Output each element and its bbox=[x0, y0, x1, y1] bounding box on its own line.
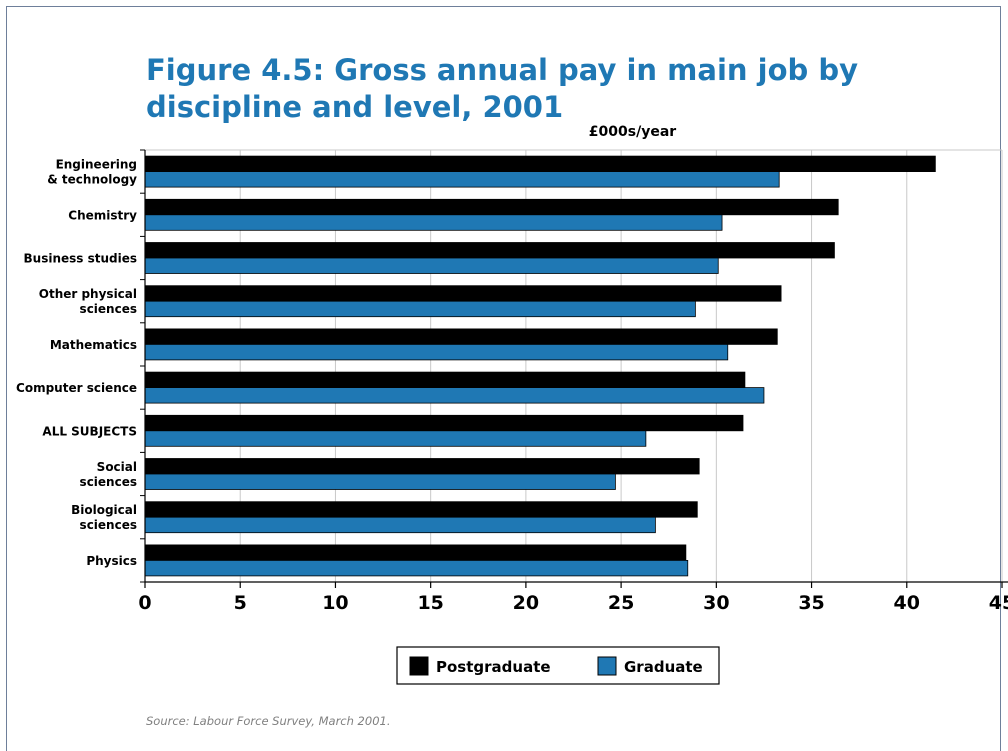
figure-frame bbox=[6, 6, 1001, 751]
bar-graduate-3 bbox=[144, 300, 696, 318]
bar-postgraduate-9 bbox=[144, 544, 687, 561]
bar-postgraduate-8 bbox=[144, 501, 698, 518]
bar-postgraduate-1 bbox=[144, 198, 839, 216]
bar-graduate-2 bbox=[144, 257, 719, 274]
category-label-9: Physics bbox=[86, 554, 137, 568]
x-tick-label-10: 10 bbox=[322, 592, 348, 614]
bar-graduate-1 bbox=[144, 214, 723, 231]
bar-graduate-7 bbox=[144, 473, 616, 490]
bar-graduate-6 bbox=[144, 430, 647, 447]
x-tick-label-5: 5 bbox=[234, 592, 247, 614]
category-label-8-line1: sciences bbox=[80, 518, 137, 532]
bar-graduate-9 bbox=[144, 560, 689, 577]
category-label-4: Mathematics bbox=[50, 338, 137, 352]
legend-swatch-graduate bbox=[597, 656, 617, 676]
x-tick-label-45: 45 bbox=[989, 592, 1008, 614]
category-label-8-line0: Biological bbox=[71, 503, 137, 517]
bar-postgraduate-3 bbox=[144, 285, 782, 302]
category-label-3-line1: sciences bbox=[80, 302, 137, 316]
category-label-6: ALL SUBJECTS bbox=[42, 424, 137, 438]
bar-postgraduate-7 bbox=[144, 458, 700, 475]
category-label-2: Business studies bbox=[24, 252, 138, 266]
category-label-5: Computer science bbox=[16, 381, 137, 395]
x-tick-label-40: 40 bbox=[894, 592, 920, 614]
bar-postgraduate-6 bbox=[144, 414, 744, 432]
category-label-7-line0: Social bbox=[97, 460, 137, 474]
x-tick-label-20: 20 bbox=[513, 592, 539, 614]
category-label-1: Chemistry bbox=[68, 208, 137, 222]
x-tick-label-30: 30 bbox=[703, 592, 729, 614]
bar-postgraduate-2 bbox=[144, 242, 835, 259]
x-axis-label: £000s/year bbox=[589, 124, 676, 140]
legend-box bbox=[396, 646, 720, 685]
bar-graduate-4 bbox=[144, 343, 729, 361]
category-label-0-line0: Engineering bbox=[56, 158, 137, 172]
bar-postgraduate-4 bbox=[144, 328, 778, 345]
category-label-7-line1: sciences bbox=[80, 475, 137, 489]
category-label-3-line0: Other physical bbox=[39, 287, 137, 301]
x-tick-label-25: 25 bbox=[608, 592, 634, 614]
figure-title: Figure 4.5: Gross annual pay in main job… bbox=[146, 53, 859, 124]
bar-graduate-0 bbox=[144, 171, 780, 188]
x-tick-label-35: 35 bbox=[798, 592, 824, 614]
legend-swatch-postgraduate bbox=[409, 656, 429, 676]
legend-label-graduate: Graduate bbox=[624, 658, 703, 676]
legend-label-postgraduate: Postgraduate bbox=[436, 658, 551, 676]
bar-graduate-8 bbox=[144, 516, 656, 534]
x-tick-label-15: 15 bbox=[417, 592, 443, 614]
bar-graduate-5 bbox=[144, 387, 765, 404]
bar-postgraduate-0 bbox=[144, 155, 936, 173]
source-note: Source: Labour Force Survey, March 2001. bbox=[146, 714, 391, 728]
bar-postgraduate-5 bbox=[144, 371, 746, 389]
x-tick-label-0: 0 bbox=[138, 592, 151, 614]
category-label-0-line1: & technology bbox=[47, 173, 137, 187]
